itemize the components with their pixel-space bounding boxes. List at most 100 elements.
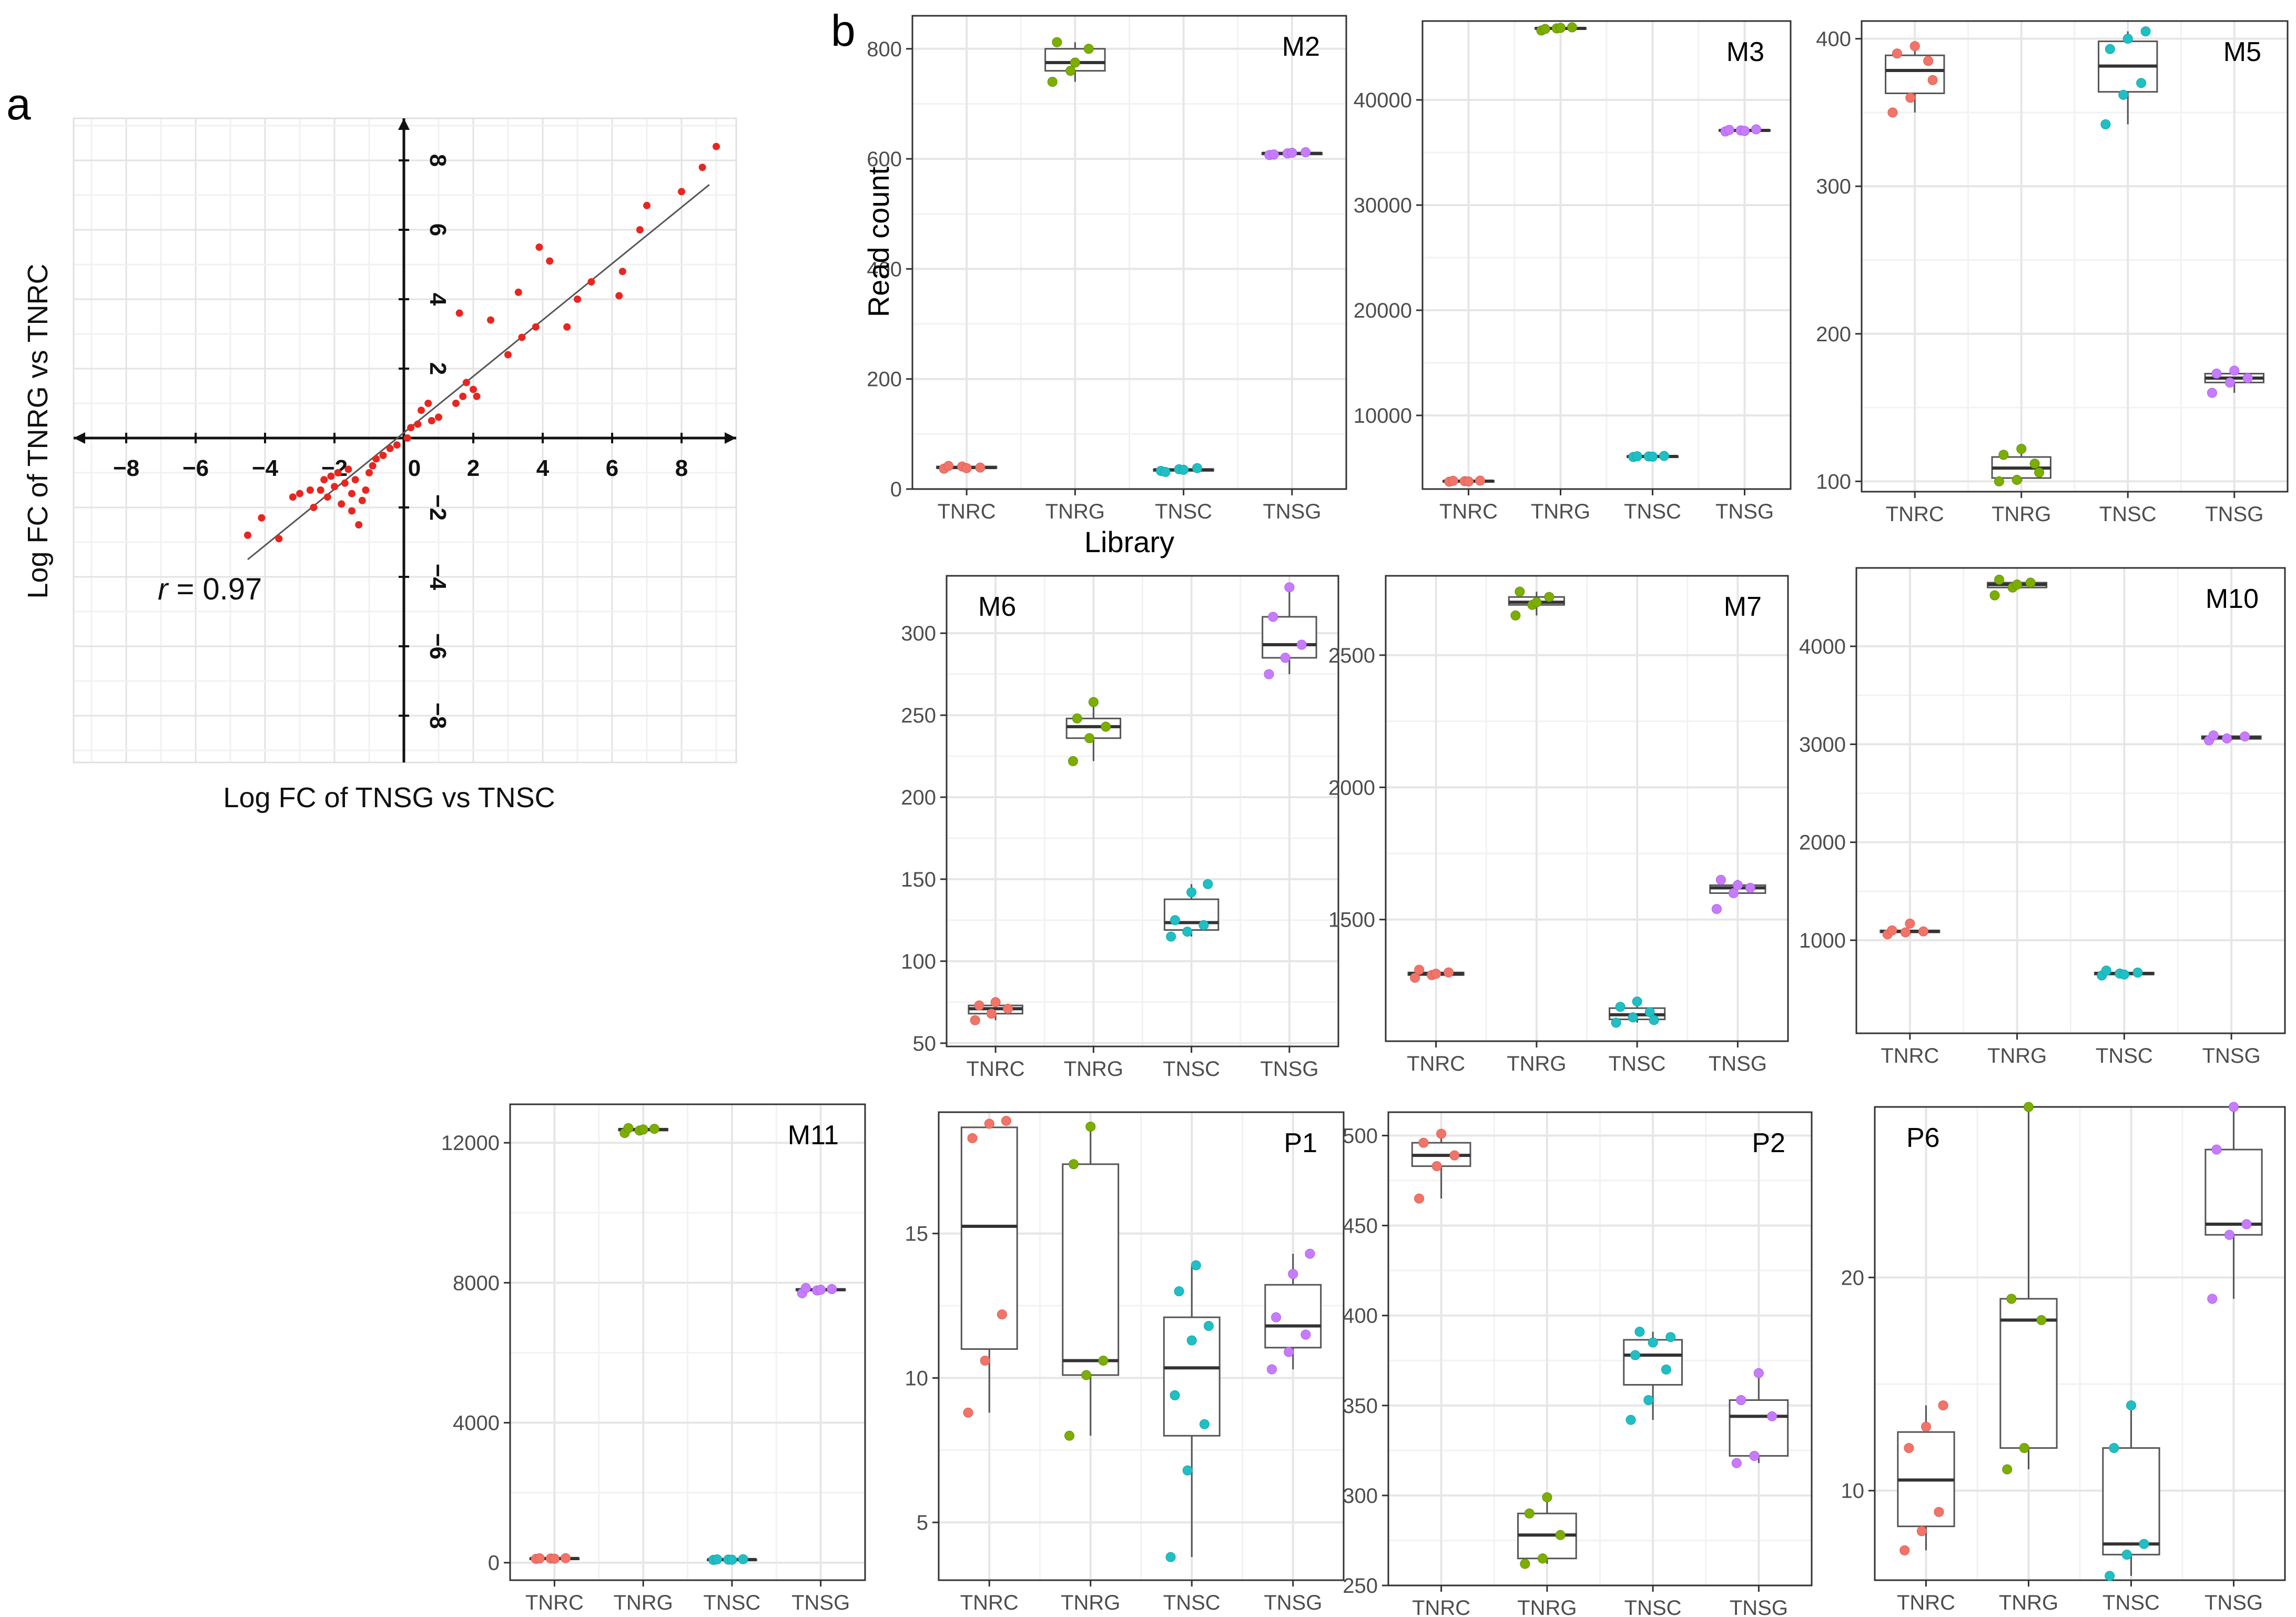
- x-tick-label: TNSG: [2205, 503, 2263, 526]
- x-tick-label: TNRC: [967, 1057, 1025, 1081]
- y-tick-label: 100: [1816, 470, 1851, 493]
- data-point: [1072, 713, 1082, 724]
- data-point: [1634, 1326, 1645, 1337]
- x-tick-label: TNRG: [1045, 500, 1105, 523]
- data-point: [1410, 972, 1420, 983]
- y-tick-label: 8: [425, 154, 451, 167]
- data-point: [727, 1554, 737, 1565]
- data-point: [1989, 590, 2000, 601]
- data-point: [980, 1355, 990, 1366]
- data-point: [1648, 1337, 1658, 1348]
- data-point: [1464, 476, 1474, 487]
- data-point: [418, 406, 425, 414]
- x-tick-label: TNRC: [1886, 503, 1944, 526]
- data-point: [2100, 119, 2111, 129]
- y-tick-label: 300: [1343, 1484, 1378, 1508]
- data-point: [1287, 148, 1297, 158]
- data-point: [2019, 1443, 2029, 1453]
- panel-border: [1387, 1111, 1813, 1587]
- data-point: [379, 452, 387, 459]
- data-point: [403, 434, 411, 442]
- data-point: [2105, 44, 2115, 54]
- data-point: [428, 417, 435, 424]
- data-point: [1542, 1492, 1552, 1502]
- x-tick-label: TNSG: [1260, 1057, 1318, 1081]
- y-tick-label: 4000: [453, 1412, 500, 1435]
- data-point: [1166, 931, 1176, 942]
- y-axis-title: Log FC of TNRG vs TNRC: [22, 263, 54, 598]
- x-tick-label: TNRC: [1897, 1591, 1955, 1614]
- data-point: [1648, 451, 1658, 462]
- panel-title: M2: [1282, 32, 1320, 62]
- data-point: [348, 490, 355, 497]
- data-point: [514, 288, 522, 296]
- x-tick-label: TNSG: [2202, 1044, 2261, 1067]
- data-point: [2224, 1229, 2234, 1240]
- data-point: [1740, 126, 1750, 136]
- data-point: [1305, 1248, 1315, 1259]
- y-tick-label: 450: [1343, 1215, 1378, 1238]
- data-point: [344, 465, 352, 473]
- data-point: [1531, 597, 1542, 607]
- box-panel-m2: 0 200 400 600 800 TNRC TNRG TNSC TNSG M2 Read coun…: [862, 15, 1347, 558]
- x-tick-label: −8: [113, 455, 139, 481]
- data-point: [355, 521, 363, 528]
- box-iqr: [1885, 54, 1945, 94]
- y-tick-label: 12000: [441, 1132, 500, 1155]
- data-point: [1448, 475, 1458, 486]
- x-tick-label: TNRC: [938, 500, 996, 523]
- y-tick-label: 400: [867, 258, 902, 281]
- panel-border: [509, 1103, 866, 1581]
- panel-title: M3: [1726, 37, 1764, 67]
- data-point: [1064, 1430, 1075, 1441]
- data-point: [546, 257, 554, 265]
- data-point: [386, 444, 394, 452]
- data-point: [2240, 731, 2250, 741]
- data-point: [963, 1407, 973, 1418]
- x-tick-label: −4: [252, 455, 279, 481]
- y-tick-label: 0: [488, 1552, 500, 1575]
- panel-title: M6: [978, 592, 1016, 622]
- y-tick-label: 2: [425, 362, 451, 375]
- data-point: [643, 201, 651, 209]
- data-point: [800, 1283, 811, 1293]
- data-point: [1544, 592, 1555, 602]
- data-point: [678, 188, 685, 196]
- data-point: [323, 493, 331, 501]
- data-point: [2025, 577, 2036, 588]
- data-point: [351, 476, 359, 484]
- y-tick-label: 40000: [1354, 89, 1412, 112]
- data-point: [1644, 1007, 1655, 1018]
- data-point: [1264, 669, 1274, 679]
- data-point: [1268, 612, 1278, 622]
- data-point: [1414, 1193, 1425, 1204]
- data-point: [2121, 1549, 2132, 1560]
- data-point: [1268, 149, 1279, 160]
- box-panel-m11: 0 4000 8000 12000 TNRC TNRG TNSC TNSG M11: [441, 1103, 866, 1614]
- x-tick-label: 8: [675, 455, 688, 481]
- data-point: [1414, 964, 1425, 975]
- x-tick-label: TNRG: [1531, 500, 1590, 523]
- data-point: [615, 292, 623, 300]
- y-tick-label: 350: [1343, 1395, 1378, 1418]
- data-point: [1711, 904, 1722, 914]
- data-point: [623, 1123, 634, 1133]
- data-point: [1431, 969, 1441, 979]
- data-point: [348, 507, 355, 515]
- x-tick-label: TNRG: [1064, 1057, 1123, 1081]
- data-point: [827, 1284, 837, 1294]
- data-point: [296, 490, 303, 497]
- y-tick-label: 10: [905, 1367, 929, 1390]
- y-tick-label: 2500: [1328, 644, 1375, 667]
- y-tick-label: 300: [1816, 175, 1851, 198]
- data-point: [2241, 1219, 2252, 1229]
- data-point: [1745, 882, 1755, 893]
- x-tick-label: 6: [606, 455, 618, 481]
- x-tick-label: −6: [182, 455, 209, 481]
- data-point: [1665, 1332, 1676, 1343]
- x-tick-label: TNRC: [1439, 500, 1498, 523]
- data-point: [1083, 44, 1094, 54]
- data-point: [1626, 1415, 1636, 1425]
- y-tick-label: 400: [1816, 28, 1851, 51]
- x-tick-label: TNRG: [1507, 1052, 1566, 1075]
